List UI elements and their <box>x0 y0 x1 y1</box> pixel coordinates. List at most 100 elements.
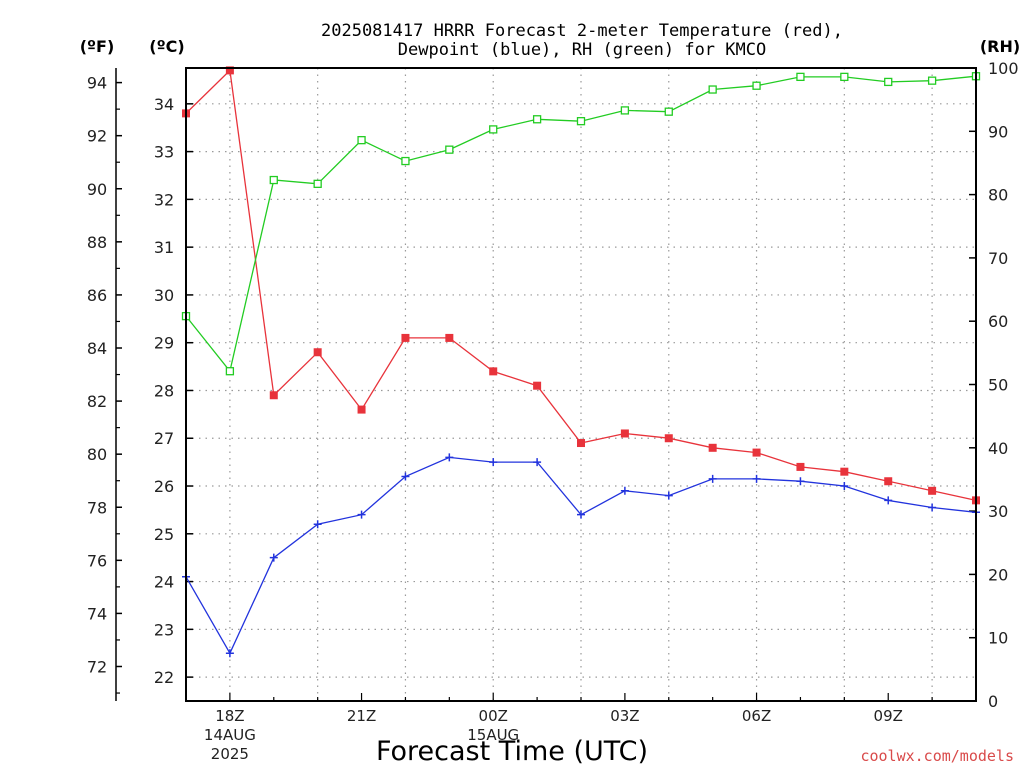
rh-tick-label: 100 <box>988 59 1019 78</box>
fahrenheit-tick-label: 88 <box>87 233 107 252</box>
rh-point <box>927 76 937 85</box>
celsius-tick-label: 32 <box>154 190 174 209</box>
temperature-point <box>401 333 410 342</box>
rh-point <box>840 72 849 82</box>
rh-point <box>489 125 498 134</box>
dewpoint-point <box>708 474 717 483</box>
temperature-line <box>185 69 977 502</box>
celsius-tick-label: 25 <box>154 525 174 544</box>
dewpoint-point <box>752 474 761 483</box>
celsius-tick-label: 28 <box>154 381 174 400</box>
rh-point <box>576 117 586 126</box>
dewpoint-point <box>840 482 849 491</box>
fahrenheit-tick-label: 76 <box>87 551 107 570</box>
dewpoint-point <box>533 458 542 467</box>
rh-point <box>664 107 673 116</box>
rh-tick-label: 30 <box>988 502 1008 521</box>
x-tick-label: 21Z <box>347 707 376 725</box>
x-tick-label: 15AUG <box>467 726 519 744</box>
x-tick-label: 18Z <box>215 707 244 725</box>
temperature-point <box>357 405 366 414</box>
celsius-tick-label: 31 <box>154 238 174 257</box>
rh-tick-label: 10 <box>988 629 1008 648</box>
rh-point <box>532 115 542 124</box>
dewpoint-point <box>577 510 585 519</box>
celsius-tick-label: 23 <box>154 620 174 639</box>
x-tick-label: 14AUG <box>204 726 256 744</box>
dewpoint-point <box>225 649 234 658</box>
rh-tick-label: 60 <box>988 312 1008 331</box>
rh-tick-label: 0 <box>988 692 998 711</box>
fahrenheit-tick-label: 74 <box>87 604 107 623</box>
celsius-tick-label: 29 <box>154 334 174 353</box>
x-tick-label: 03Z <box>610 707 639 725</box>
dewpoint-point <box>928 503 937 512</box>
temperature-point <box>577 439 585 448</box>
fahrenheit-tick-label: 90 <box>87 180 107 199</box>
rh-tick-label: 40 <box>988 439 1008 458</box>
axis-layer: 22 23 24 25 26 27 28 29 30 31 32 33 34 72 74 76 78 80 82 84… <box>87 59 1019 763</box>
chart-title-line-2: Dewpoint (blue), RH (green) for KMCO <box>398 40 766 60</box>
temperature-point <box>620 429 629 438</box>
rh-unit-label: (RH) <box>980 37 1020 56</box>
temperature-point <box>313 348 322 357</box>
temperature-point <box>752 448 761 457</box>
temperature-point <box>445 333 454 342</box>
plot-frame <box>185 67 977 702</box>
fahrenheit-tick-label: 94 <box>87 74 107 93</box>
dewpoint-point <box>269 553 278 562</box>
fahrenheit-tick-label: 86 <box>87 286 107 305</box>
rh-tick-label: 90 <box>988 122 1008 141</box>
celsius-tick-label: 22 <box>154 668 174 687</box>
temperature-point <box>708 443 717 452</box>
fahrenheit-tick-label: 80 <box>87 445 107 464</box>
rh-point <box>357 136 366 145</box>
rh-tick-label: 80 <box>988 186 1008 205</box>
x-tick-label: 2025 <box>211 745 249 763</box>
fahrenheit-unit-label: (ºF) <box>80 37 115 56</box>
rh-point <box>752 81 761 90</box>
temperature-point <box>269 391 278 400</box>
celsius-tick-label: 33 <box>154 143 174 162</box>
fahrenheit-tick-label: 78 <box>87 498 107 517</box>
grid-layer <box>186 68 976 701</box>
dewpoint-point <box>357 510 366 519</box>
celsius-tick-label: 26 <box>154 477 174 496</box>
temperature-point <box>533 381 542 390</box>
dewpoint-point <box>884 496 893 505</box>
celsius-unit-label: (ºC) <box>149 37 184 56</box>
celsius-tick-label: 30 <box>154 286 174 305</box>
rh-point <box>796 72 805 82</box>
credit-text: coolwx.com/models <box>860 747 1014 765</box>
x-tick-label: 00Z <box>479 707 508 725</box>
chart-title-line-1: 2025081417 HRRR Forecast 2-meter Tempera… <box>321 21 843 41</box>
rh-point <box>269 175 278 185</box>
dewpoint-point <box>620 486 629 495</box>
rh-tick-label: 50 <box>988 376 1008 395</box>
rh-point <box>225 367 235 376</box>
celsius-tick-label: 27 <box>154 429 174 448</box>
dewpoint-line <box>185 456 977 655</box>
dewpoint-point <box>489 458 498 467</box>
dewpoint-point <box>445 453 454 462</box>
dewpoint-point <box>664 491 673 500</box>
dewpoint-point <box>796 477 805 486</box>
temperature-point <box>840 467 849 476</box>
x-tick-label: 06Z <box>742 707 771 725</box>
rh-point <box>708 85 717 94</box>
temperature-point <box>489 367 498 376</box>
temperature-point <box>225 66 234 75</box>
rh-point <box>620 106 630 115</box>
celsius-tick-label: 24 <box>154 573 174 592</box>
rh-tick-label: 70 <box>988 249 1008 268</box>
rh-point <box>445 145 454 154</box>
temperature-point <box>928 486 937 495</box>
rh-point <box>884 77 893 87</box>
fahrenheit-tick-label: 82 <box>87 392 107 411</box>
x-tick-label: 09Z <box>874 707 903 725</box>
dewpoint-point <box>401 472 410 481</box>
fahrenheit-tick-label: 84 <box>87 339 107 358</box>
rh-point <box>401 156 410 166</box>
temperature-point <box>664 434 673 443</box>
